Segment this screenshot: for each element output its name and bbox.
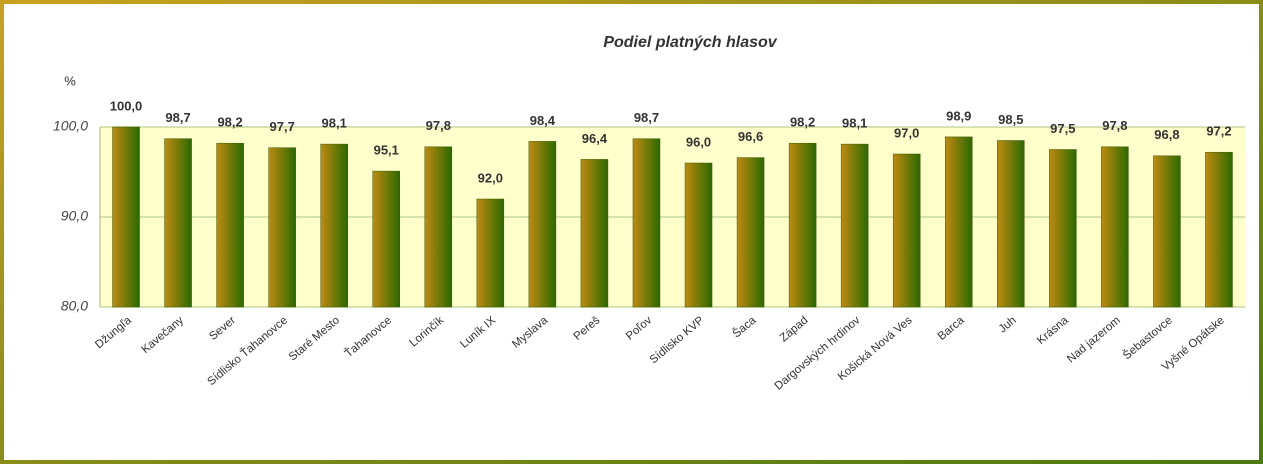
value-label: 98,7: [165, 110, 190, 125]
x-tick-label: Lorinčík: [408, 314, 447, 349]
x-tick-label: Luník IX: [458, 314, 498, 351]
value-label: 98,7: [634, 110, 659, 125]
value-label: 96,6: [738, 129, 763, 144]
bar: [424, 146, 453, 308]
bar: [788, 142, 817, 308]
bar: [528, 141, 557, 308]
value-label: 100,0: [110, 98, 143, 113]
bar: [320, 143, 348, 308]
value-label: 97,8: [426, 118, 451, 133]
x-tick-label: Džungľa: [93, 314, 134, 351]
bar: [684, 162, 713, 308]
value-label: 96,4: [582, 131, 608, 146]
x-tick-label: Staré Mesto: [287, 314, 342, 363]
value-label: 97,8: [1102, 118, 1127, 133]
x-tick-label: Barca: [936, 314, 967, 343]
bar: [268, 147, 296, 308]
bar: [372, 170, 400, 308]
value-label: 97,0: [894, 125, 919, 140]
value-label: 98,9: [946, 108, 971, 123]
value-label: 98,5: [998, 112, 1023, 127]
value-label: 97,7: [270, 119, 295, 134]
bar: [1153, 155, 1181, 308]
x-tick-label: Kavečany: [140, 314, 187, 356]
x-tick-label: Myslava: [510, 314, 550, 351]
value-label: 98,1: [322, 116, 347, 131]
bar: [892, 153, 921, 308]
chart-title: Podiel platných hlasov: [603, 34, 777, 51]
x-tick-label: Sídlisko KVP: [648, 314, 707, 366]
x-tick-label: Juh: [997, 314, 1019, 335]
x-tick-label: Dargovských hrdinov: [773, 314, 863, 392]
x-tick-label: Poľov: [624, 314, 655, 342]
x-tick-label: Pereš: [572, 314, 603, 343]
value-label: 98,4: [530, 113, 556, 128]
x-tick-label: Ťahanovce: [342, 314, 394, 361]
y-axis-label: %: [64, 73, 76, 88]
x-tick-label: Sever: [207, 314, 238, 343]
value-label: 98,2: [790, 115, 815, 130]
x-tick-label: Nad jazerom: [1065, 314, 1123, 365]
bar: [736, 157, 765, 308]
value-label: 96,0: [686, 134, 711, 149]
y-tick-label: 90,0: [61, 208, 88, 224]
bar: [580, 159, 609, 308]
value-label: 95,1: [374, 143, 399, 158]
y-tick-label: 80,0: [61, 298, 88, 314]
bar: [1101, 146, 1129, 308]
value-label: 96,8: [1154, 127, 1179, 142]
value-label: 92,0: [478, 170, 503, 185]
bar: [840, 143, 869, 308]
bar: [1049, 149, 1077, 308]
value-label: 97,5: [1050, 121, 1075, 136]
bar: [945, 136, 973, 308]
value-label: 98,2: [217, 115, 242, 130]
value-label: 97,2: [1206, 124, 1231, 139]
x-tick-label: Západ: [778, 314, 811, 344]
y-tick-label: 100,0: [53, 118, 88, 134]
value-label: 98,1: [842, 116, 867, 131]
bar: [1205, 151, 1233, 308]
bar: [112, 126, 140, 308]
x-tick-label: Šebastovce: [1120, 314, 1174, 363]
x-tick-label: Šaca: [730, 313, 759, 340]
x-tick-label: Krásna: [1035, 314, 1071, 347]
bar: [164, 138, 192, 308]
bar: [476, 198, 505, 308]
bar: [997, 140, 1025, 308]
bar: [632, 138, 661, 308]
bar: [216, 142, 244, 308]
